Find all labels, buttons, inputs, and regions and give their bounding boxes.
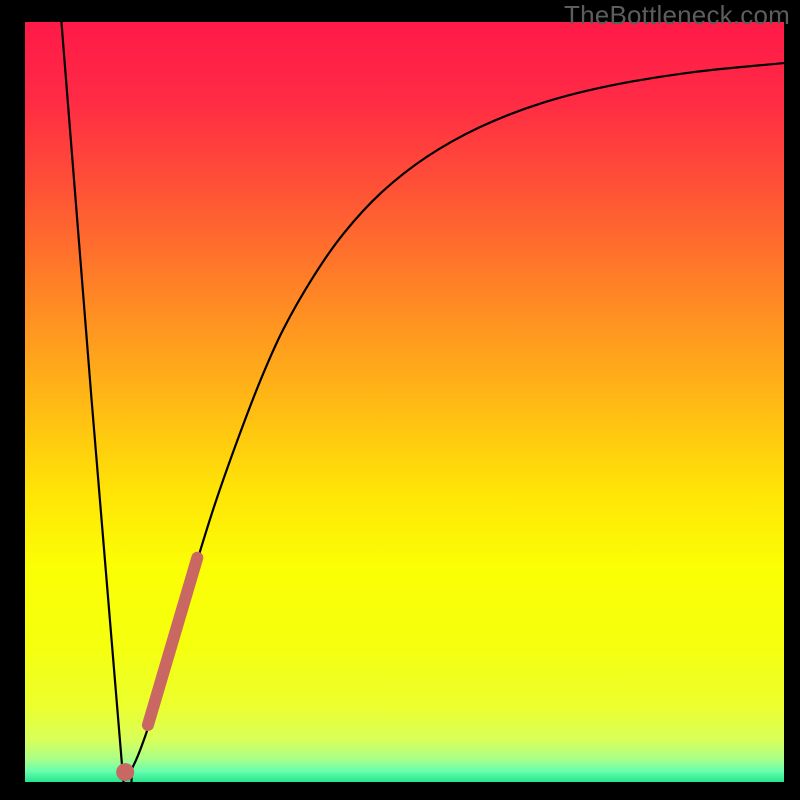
plot-area: [25, 22, 784, 782]
highlight-dot: [116, 763, 134, 781]
highlight-segment: [148, 558, 197, 725]
curve-layer: [25, 22, 784, 782]
chart-root: TheBottleneck.com: [0, 0, 800, 800]
watermark-text: TheBottleneck.com: [564, 0, 790, 31]
